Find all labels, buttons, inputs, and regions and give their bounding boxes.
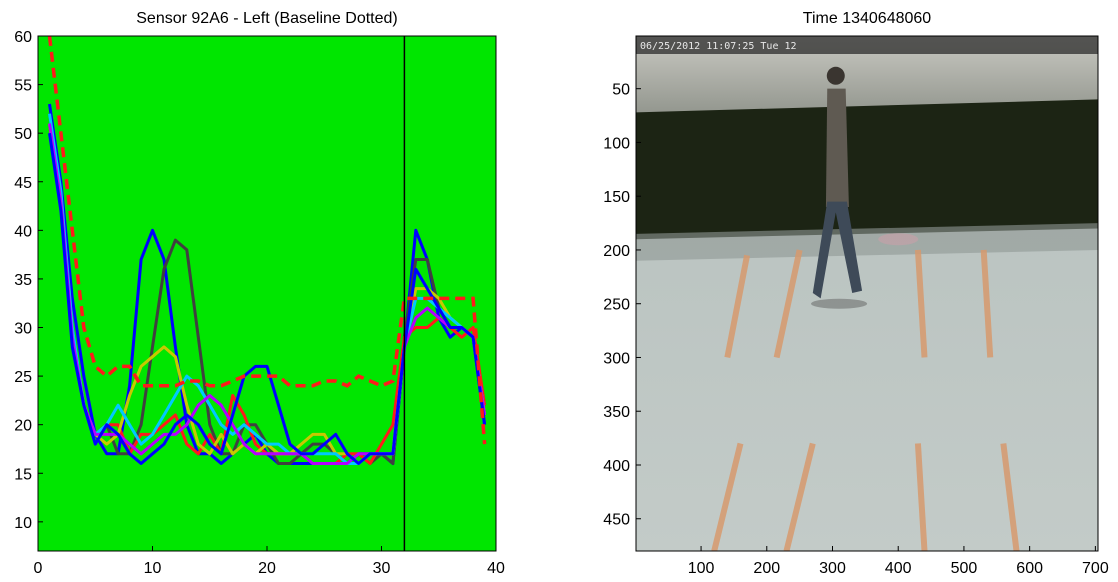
parking-stripe [773,249,803,359]
x-tick-label-right: 400 [885,560,912,577]
timestamp-overlay: 06/25/2012 11:07:25 Tue 12 [640,41,797,52]
hedge [636,99,1098,240]
y-tick-label-right: 200 [603,243,630,260]
y-tick-label-right: 150 [603,189,630,206]
y-tick-label-left: 25 [14,369,32,386]
series-line-7 [48,132,487,465]
x-tick-label-right: 600 [1016,560,1043,577]
person-walking [812,66,863,299]
y-tick-label-left: 40 [14,223,32,240]
parking-stripe [711,442,744,551]
series-line-6 [48,123,487,465]
parking-stripe [914,249,928,358]
x-tick-label-right: 200 [753,560,780,577]
y-tick-label-right: 50 [612,82,630,99]
x-tick-label-left: 30 [373,560,391,577]
axes-frame-right [635,35,1099,552]
camera-image: 06/25/2012 11:07:25 Tue 12 [636,36,1098,551]
y-tick-label-right: 450 [603,512,630,529]
parking-stripe [914,443,928,551]
y-tick-label-left: 15 [14,466,32,483]
y-tick-label-right: 400 [603,458,630,475]
y-tick-label-left: 30 [14,321,32,338]
y-tick-label-left: 10 [14,515,32,532]
x-tick-label-left: 0 [34,560,43,577]
person-head [826,66,845,85]
y-tick-label-right: 350 [603,404,630,421]
parking-stripe [724,254,751,359]
y-tick-label-left: 20 [14,418,32,435]
y-tick-label-left: 60 [14,29,32,46]
parking-stripe [1000,443,1020,551]
parking-stripe [980,249,994,358]
y-tick-label-right: 300 [603,350,630,367]
person-legs [812,201,863,299]
y-tick-label-left: 50 [14,126,32,143]
x-tick-label-right: 100 [688,560,715,577]
chart-title-left: Sensor 92A6 - Left (Baseline Dotted) [136,10,397,27]
x-tick-label-left: 20 [258,560,276,577]
x-tick-label-right: 300 [819,560,846,577]
y-tick-label-right: 100 [603,135,630,152]
person-torso [825,88,849,207]
timestamp-overlay-bg [636,36,1098,54]
x-tick-label-left: 10 [144,560,162,577]
y-tick-label-left: 55 [14,78,32,95]
plot-area-left [38,36,496,551]
x-tick-label-left: 40 [487,560,505,577]
x-tick-label-right: 700 [1082,560,1109,577]
y-tick-label-left: 45 [14,175,32,192]
series-line-5 [48,113,487,465]
person-shadow [811,298,868,309]
y-tick-label-left: 35 [14,272,32,289]
x-tick-label-right: 500 [951,560,978,577]
parking-stripe [783,442,816,551]
y-tick-label-right: 250 [603,297,630,314]
series-group [47,36,487,465]
chart-title-right: Time 1340648060 [803,10,931,27]
baseline-line [47,36,487,445]
red-stain [878,233,919,246]
